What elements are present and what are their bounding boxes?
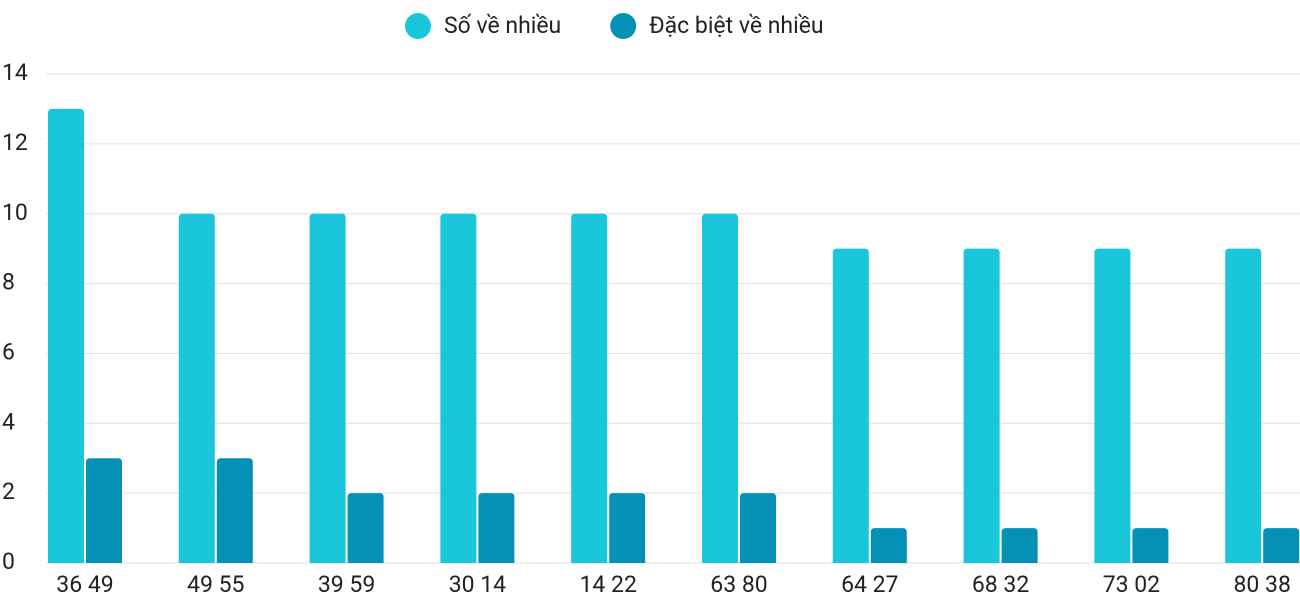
x-tick-label: 36 49: [56, 571, 113, 598]
legend-label: Đặc biệt về nhiều: [649, 12, 823, 39]
x-tick-label: 49 55: [187, 571, 244, 598]
x-tick-label: 80 38: [1233, 571, 1290, 598]
y-tick-label: 12: [2, 129, 28, 156]
x-tick-label: 63 80: [710, 571, 767, 598]
bar: [740, 493, 776, 563]
x-tick-label: 68 32: [972, 571, 1029, 598]
x-tick-label: 14 22: [579, 571, 636, 598]
bar: [216, 458, 253, 563]
bar: [870, 528, 907, 563]
legend-marker: [610, 13, 637, 39]
bar: [1263, 528, 1300, 563]
x-tick-label: 39 59: [318, 571, 375, 598]
x-tick-label: 64 27: [841, 571, 898, 598]
bar: [1132, 528, 1169, 563]
x-tick-label: 30 14: [449, 571, 506, 598]
bar: [48, 108, 84, 563]
bar: [347, 493, 384, 563]
y-tick-label: 6: [2, 339, 15, 366]
bar: [609, 493, 646, 563]
bar: [178, 213, 215, 563]
bar: [478, 493, 515, 563]
legend-marker: [405, 13, 431, 39]
y-tick-label: 8: [2, 269, 15, 296]
x-tick-label: 73 02: [1103, 571, 1160, 598]
legend-label: Số về nhiều: [444, 12, 561, 39]
bar: [1001, 528, 1038, 563]
y-tick-label: 14: [2, 59, 28, 86]
y-tick-label: 10: [2, 199, 28, 226]
bar: [86, 458, 122, 563]
bar: [1225, 248, 1262, 563]
bar: [440, 213, 477, 563]
bar: [702, 213, 738, 563]
bar: [1094, 248, 1131, 563]
y-tick-label: 2: [2, 478, 15, 505]
bar: [571, 213, 608, 563]
bar: [309, 213, 346, 563]
y-tick-label: 0: [2, 548, 15, 575]
y-tick-label: 4: [2, 408, 15, 435]
bar: [963, 248, 1000, 563]
bar: [832, 248, 869, 563]
